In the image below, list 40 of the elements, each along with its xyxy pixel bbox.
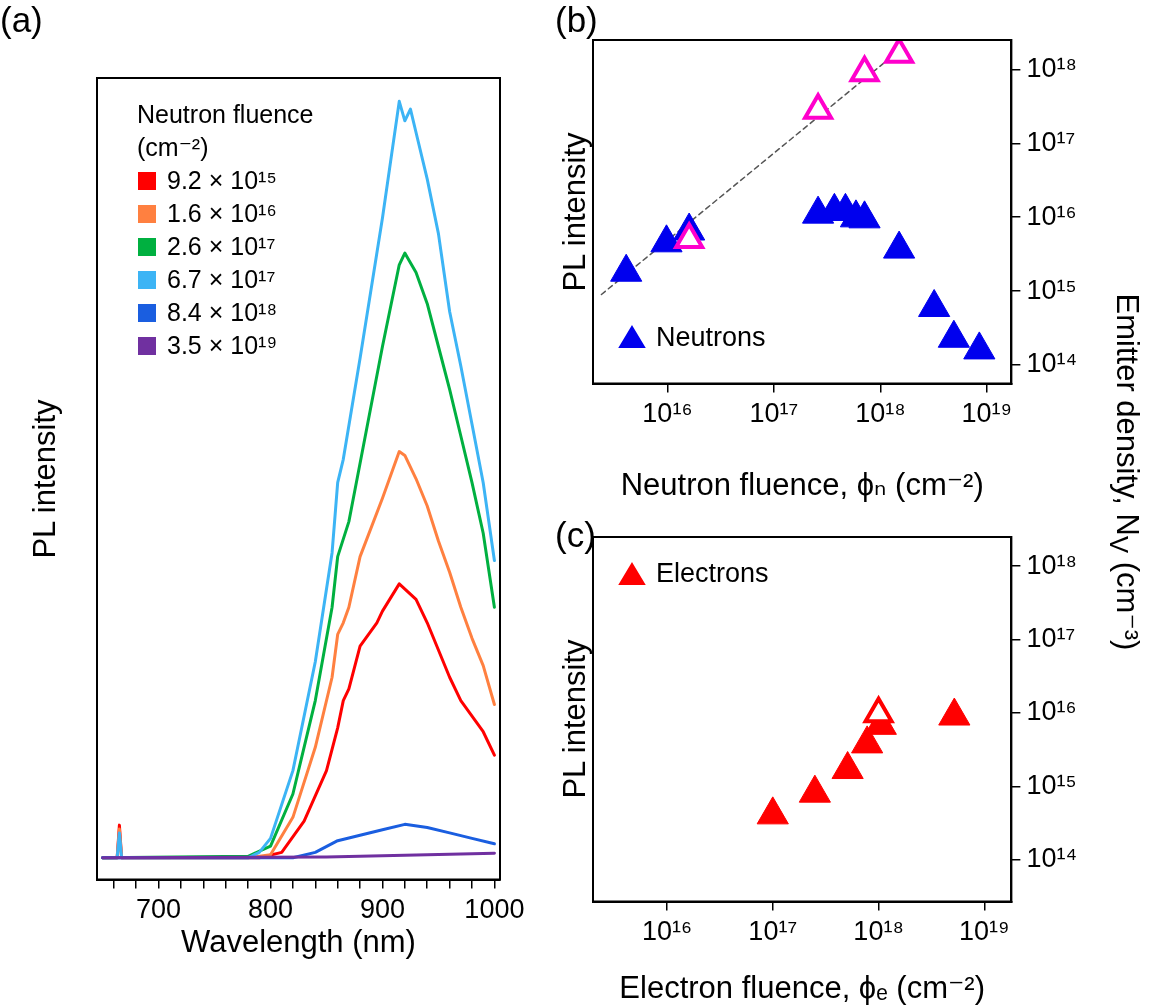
legend-label: 9.2 × 10¹⁵ (167, 165, 277, 196)
x-tick-label: 10¹⁷ (749, 398, 799, 429)
y-tick-label: 10¹⁴ (1026, 348, 1077, 379)
legend-label: Electrons (656, 557, 769, 590)
legend-label: 1.6 × 10¹⁶ (167, 198, 277, 229)
y-axis-title: PL intensity (27, 399, 63, 559)
text: (a) (0, 0, 43, 40)
x-tick-label: 10¹⁶ (642, 398, 693, 429)
x-tick-label: 900 (359, 894, 405, 925)
legend-label: 3.5 × 10¹⁹ (167, 330, 278, 361)
legend-label: 2.6 × 10¹⁷ (167, 231, 276, 262)
text: PL intensity (557, 132, 593, 292)
x-axis-title: Neutron fluence, ϕₙ (cm⁻²) (620, 465, 984, 503)
x-tick-label: 1000 (464, 894, 525, 925)
y-tick-label: 10¹⁴ (1026, 843, 1077, 874)
x-tick-label: 10¹⁸ (853, 916, 904, 947)
y-tick-label: 10¹⁷ (1026, 623, 1076, 654)
x-tick-label: 10¹⁷ (748, 916, 798, 947)
y-tick-label: 10¹⁸ (1026, 52, 1077, 83)
y-tick-label: 10¹⁸ (1026, 549, 1077, 580)
legend-label: 6.7 × 10¹⁷ (167, 264, 276, 295)
text: PL intensity (557, 639, 593, 799)
x-axis-title: Wavelength (nm) (181, 923, 416, 960)
annotation: (c) (555, 515, 596, 555)
legend-label: Neutrons (656, 320, 766, 354)
y-tick-label: 10¹⁵ (1026, 769, 1077, 800)
y-tick-label: 10¹⁶ (1026, 696, 1077, 727)
x-tick-label: 10¹⁸ (855, 398, 906, 429)
x-axis-title: Electron fluence, ϕₑ (cm⁻²) (619, 968, 986, 1006)
text: (b) (555, 0, 598, 40)
y-tick-label: 10¹⁷ (1026, 126, 1076, 157)
y-tick-label: 10¹⁵ (1026, 274, 1077, 305)
x-tick-label: 10¹⁹ (959, 916, 1010, 947)
x-tick-label: 800 (247, 894, 294, 925)
legend-label: 8.4 × 10¹⁸ (167, 297, 277, 328)
x-tick-label: 10¹⁶ (641, 916, 693, 947)
x-tick-label: 10¹⁹ (961, 398, 1013, 429)
x-tick-label: 700 (136, 894, 182, 925)
y-tick-label: 10¹⁶ (1026, 200, 1077, 231)
legend-title: Neutron fluence (cm⁻²) (137, 99, 315, 163)
